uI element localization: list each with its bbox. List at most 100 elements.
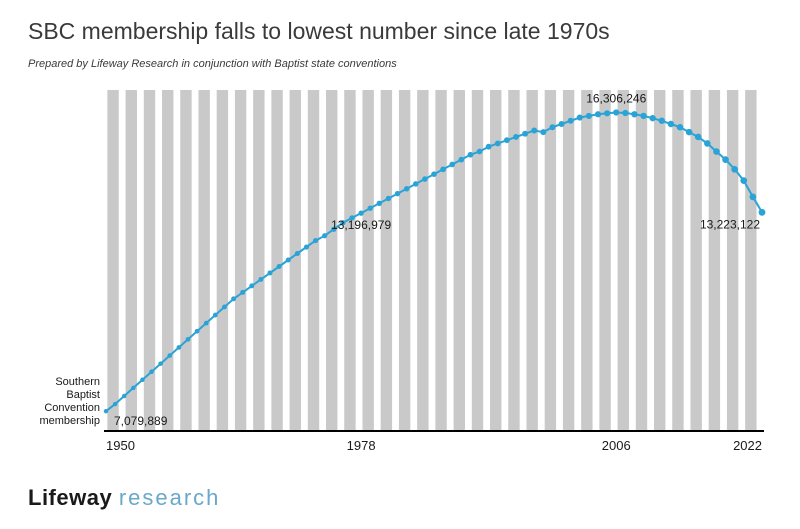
series-marker	[131, 386, 136, 391]
series-marker	[113, 402, 117, 406]
grid-stripe	[654, 90, 665, 430]
series-marker	[540, 129, 546, 135]
series-marker	[486, 144, 492, 150]
series-marker	[240, 290, 245, 295]
series-marker	[122, 394, 126, 398]
grid-stripe	[508, 90, 519, 430]
series-marker	[495, 141, 501, 147]
series-marker	[431, 171, 437, 177]
grid-stripe	[581, 90, 592, 430]
series-marker	[713, 148, 720, 155]
page-subtitle: Prepared by Lifeway Research in conjunct…	[28, 58, 397, 70]
series-marker	[686, 129, 693, 136]
series-marker	[386, 196, 391, 201]
grid-stripe	[399, 90, 410, 430]
x-tick-label: 1978	[347, 438, 376, 453]
series-marker	[358, 210, 363, 215]
logo-part1: Lifeway	[28, 485, 112, 510]
series-marker	[604, 110, 610, 116]
series-marker	[413, 181, 419, 187]
grid-stripe	[709, 90, 720, 430]
grid-stripe	[107, 90, 118, 430]
grid-stripe	[362, 90, 373, 430]
grid-stripe	[435, 90, 446, 430]
series-marker	[222, 305, 227, 310]
x-tick-label: 1950	[106, 438, 135, 453]
y-axis-label: Convention	[44, 402, 100, 414]
series-marker	[295, 251, 300, 256]
series-marker	[586, 113, 592, 119]
series-marker	[731, 166, 738, 173]
series-marker	[440, 167, 446, 173]
series-marker	[204, 321, 209, 326]
grid-stripe	[618, 90, 629, 430]
grid-stripe	[144, 90, 155, 430]
series-marker	[722, 156, 729, 163]
series-marker	[277, 264, 282, 269]
grid-stripe	[490, 90, 501, 430]
series-marker	[249, 283, 254, 288]
series-marker	[404, 186, 410, 192]
grid-stripe	[599, 90, 610, 430]
annotation-label: 13,223,122	[700, 217, 760, 231]
grid-stripe	[745, 90, 756, 430]
grid-stripe	[454, 90, 465, 430]
annotation-label: 7,079,889	[114, 414, 168, 428]
grid-stripe	[198, 90, 209, 430]
series-marker	[449, 162, 455, 168]
series-marker	[368, 206, 373, 211]
series-marker	[577, 114, 583, 120]
y-axis-label: membership	[39, 415, 100, 427]
grid-stripe	[326, 90, 337, 430]
grid-stripe	[308, 90, 319, 430]
series-marker	[104, 409, 108, 413]
grid-stripe	[417, 90, 428, 430]
series-marker	[377, 201, 382, 206]
series-marker	[531, 127, 537, 133]
series-marker	[158, 361, 163, 366]
grid-stripe	[545, 90, 556, 430]
series-marker	[668, 121, 674, 127]
grid-stripe	[563, 90, 574, 430]
series-marker	[231, 296, 236, 301]
series-marker	[322, 233, 327, 238]
grid-stripe	[180, 90, 191, 430]
series-marker	[477, 149, 483, 155]
series-marker	[640, 113, 646, 119]
grid-stripe	[126, 90, 137, 430]
grid-stripe	[381, 90, 392, 430]
series-marker	[740, 177, 747, 184]
series-marker	[458, 157, 464, 163]
x-tick-label: 2006	[602, 438, 631, 453]
series-marker	[504, 137, 510, 143]
series-marker	[186, 337, 191, 342]
grid-stripe	[727, 90, 738, 430]
series-marker	[704, 140, 711, 147]
grid-stripe	[217, 90, 228, 430]
series-marker	[177, 345, 182, 350]
series-marker	[631, 111, 637, 117]
series-marker	[313, 238, 318, 243]
grid-stripe	[162, 90, 173, 430]
series-marker	[268, 270, 273, 275]
y-axis-label: Southern	[55, 376, 100, 388]
series-marker	[213, 313, 218, 318]
series-marker	[395, 191, 400, 196]
series-marker	[750, 193, 757, 200]
series-marker	[759, 209, 766, 216]
grid-stripe	[290, 90, 301, 430]
grid-stripe	[526, 90, 537, 430]
series-marker	[258, 277, 263, 282]
grid-stripe	[271, 90, 282, 430]
series-marker	[595, 111, 601, 117]
series-marker	[286, 257, 291, 262]
grid-stripe	[253, 90, 264, 430]
series-marker	[659, 118, 665, 124]
series-marker	[549, 124, 555, 130]
series-marker	[568, 118, 574, 124]
series-marker	[422, 176, 428, 182]
grid-stripe	[235, 90, 246, 430]
series-marker	[559, 121, 565, 127]
membership-chart: 19501978200620227,079,88913,196,97916,30…	[28, 80, 772, 460]
series-marker	[140, 378, 145, 383]
